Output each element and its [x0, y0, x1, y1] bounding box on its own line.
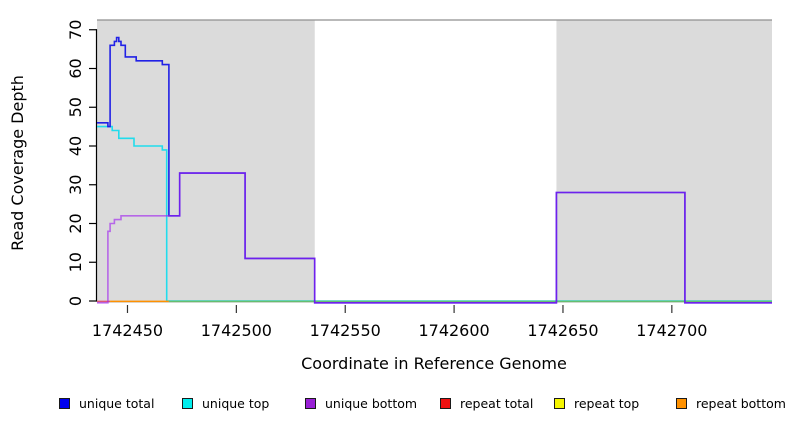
- x-tick-label: 1742550: [310, 321, 381, 340]
- y-tick-label: 70: [66, 20, 85, 40]
- y-tick-label: 60: [66, 58, 85, 78]
- legend-label: repeat total: [460, 396, 534, 411]
- y-tick-label: 50: [66, 97, 85, 117]
- y-tick-label: 30: [66, 175, 85, 195]
- x-tick-label: 1742650: [527, 321, 598, 340]
- y-tick-label: 40: [66, 136, 85, 156]
- y-tick-label: 20: [66, 213, 85, 233]
- legend-label: unique top: [202, 396, 270, 411]
- y-axis: 0 10 20 30 40 50 60 70: [66, 20, 98, 306]
- legend-swatch-icon: [59, 398, 70, 409]
- legend-item-unique-total: unique total: [59, 396, 154, 411]
- shaded-region-0: [97, 20, 315, 303]
- legend-swatch-icon: [305, 398, 316, 409]
- legend-label: unique bottom: [325, 396, 418, 411]
- series-line-unique-bottom: [97, 172, 772, 304]
- legend-item-unique-bottom: unique bottom: [305, 396, 417, 411]
- x-axis: 1742450 1742500 1742550 1742600 1742650 17427…: [92, 305, 707, 340]
- legend-item-repeat-top: repeat top: [554, 396, 639, 411]
- legend-item-unique-top: unique top: [182, 396, 269, 411]
- legend-swatch-icon: [182, 398, 193, 409]
- series-line-unique-top: [97, 125, 772, 302]
- y-axis-title: Read Coverage Depth: [8, 75, 27, 251]
- y-tick-label: 10: [66, 252, 85, 272]
- x-tick-label: 1742700: [636, 321, 707, 340]
- legend-swatch-icon: [440, 398, 451, 409]
- x-tick-label: 1742600: [418, 321, 489, 340]
- shaded-region-1: [556, 20, 772, 303]
- x-axis-title: Coordinate in Reference Genome: [301, 354, 567, 373]
- legend-swatch-icon: [554, 398, 565, 409]
- legend-item-repeat-bottom: repeat bottom: [676, 396, 786, 411]
- y-tick-label: 0: [66, 296, 85, 306]
- x-tick-label: 1742500: [201, 321, 272, 340]
- legend-item-repeat-total: repeat total: [440, 396, 533, 411]
- plot-legend: unique total unique top unique bottom repea…: [0, 396, 792, 416]
- legend-swatch-icon: [676, 398, 687, 409]
- legend-label: unique total: [79, 396, 155, 411]
- legend-label: repeat bottom: [696, 396, 786, 411]
- x-tick-label: 1742450: [92, 321, 163, 340]
- legend-label: repeat top: [574, 396, 640, 411]
